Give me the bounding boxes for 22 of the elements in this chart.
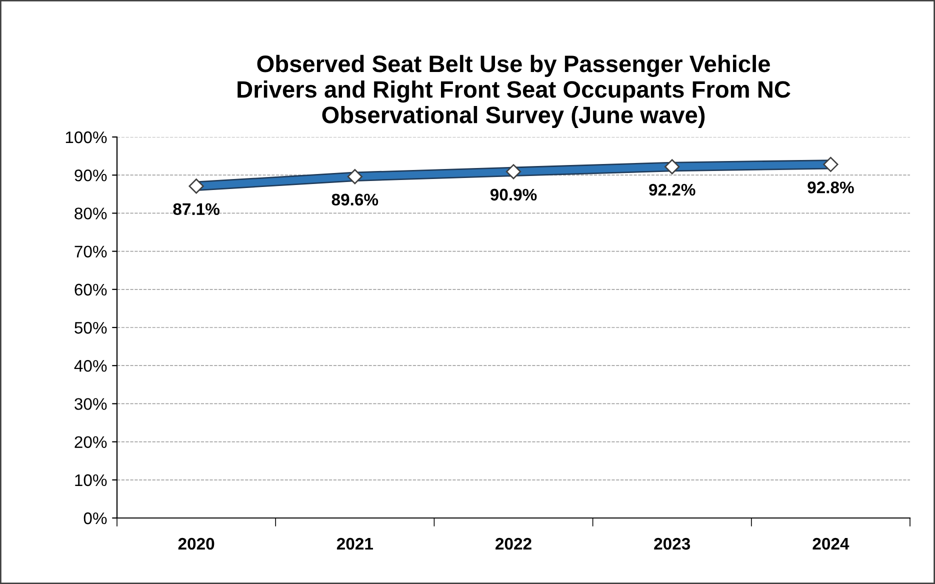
data-label: 87.1% [173,203,220,216]
y-tick-label: 60% [74,284,107,296]
y-tick-label: 90% [74,170,107,182]
data-label: 92.2% [649,184,696,196]
y-tick-label: 100% [66,131,107,144]
y-tick-label: 70% [74,246,107,258]
y-tick-label: 20% [74,436,107,448]
data-label: 90.9% [490,188,537,201]
x-tick-label: 2024 [812,538,850,550]
y-tick-label: 40% [74,360,107,372]
y-tick-label: 10% [75,474,107,486]
y-tick-label: 0% [84,512,107,524]
y-tick-label: 50% [74,322,107,334]
x-tick-label: 2023 [654,538,690,550]
x-tick-label: 2022 [496,538,532,550]
chart-title: Observed Seat Belt Use by Passenger Vehicle Drivers and Right Front Seat Occupants From NC Observational Survey (June wave) [238,54,790,128]
y-tick-label: 30% [74,398,107,410]
y-tick-label: 80% [74,208,107,220]
data-label: 89.6% [332,194,378,206]
x-tick-label: 2021 [336,538,373,550]
x-tick-label: 2020 [178,538,214,550]
data-label: 92.8% [808,182,854,194]
